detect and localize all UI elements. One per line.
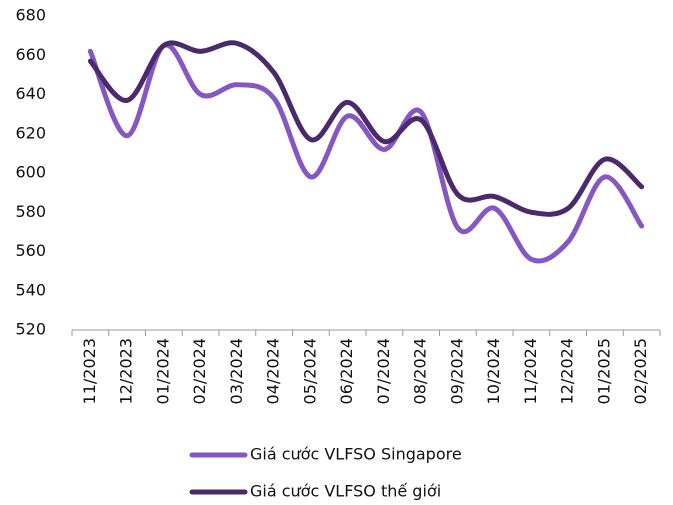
x-tick-label: 01/2024 <box>153 338 172 404</box>
series-line <box>87 40 645 217</box>
x-tick-label: 11/2023 <box>80 338 99 404</box>
x-tick-label: 04/2024 <box>264 338 283 404</box>
x-tick-label: 01/2025 <box>594 338 613 404</box>
x-tick-label: 10/2024 <box>484 338 503 404</box>
x-tick-label: 05/2024 <box>300 338 319 404</box>
y-tick-label: 600 <box>15 163 46 182</box>
y-tick-label: 660 <box>15 45 46 64</box>
x-tick-label: 11/2024 <box>521 338 540 404</box>
series-line <box>87 42 645 264</box>
x-tick-label: 08/2024 <box>411 338 430 404</box>
y-tick-label: 520 <box>15 320 46 339</box>
y-tick-label: 640 <box>15 84 46 103</box>
x-tick-label: 12/2023 <box>117 338 136 404</box>
x-tick-label: 03/2024 <box>227 338 246 404</box>
x-tick-label: 07/2024 <box>374 338 393 404</box>
x-tick-label: 02/2025 <box>631 338 650 404</box>
y-tick-label: 580 <box>15 202 46 221</box>
y-tick-label: 620 <box>15 123 46 142</box>
x-tick-label: 09/2024 <box>447 338 466 404</box>
y-tick-label: 540 <box>15 280 46 299</box>
x-tick-label: 06/2024 <box>337 338 356 404</box>
legend-label: Giá cước VLFSO Singapore <box>250 445 462 464</box>
y-tick-label: 680 <box>15 6 46 25</box>
y-tick-label: 560 <box>15 241 46 260</box>
x-tick-label: 12/2024 <box>558 338 577 404</box>
x-tick-label: 02/2024 <box>190 338 209 404</box>
legend-label: Giá cước VLFSO thế giới <box>250 482 441 501</box>
